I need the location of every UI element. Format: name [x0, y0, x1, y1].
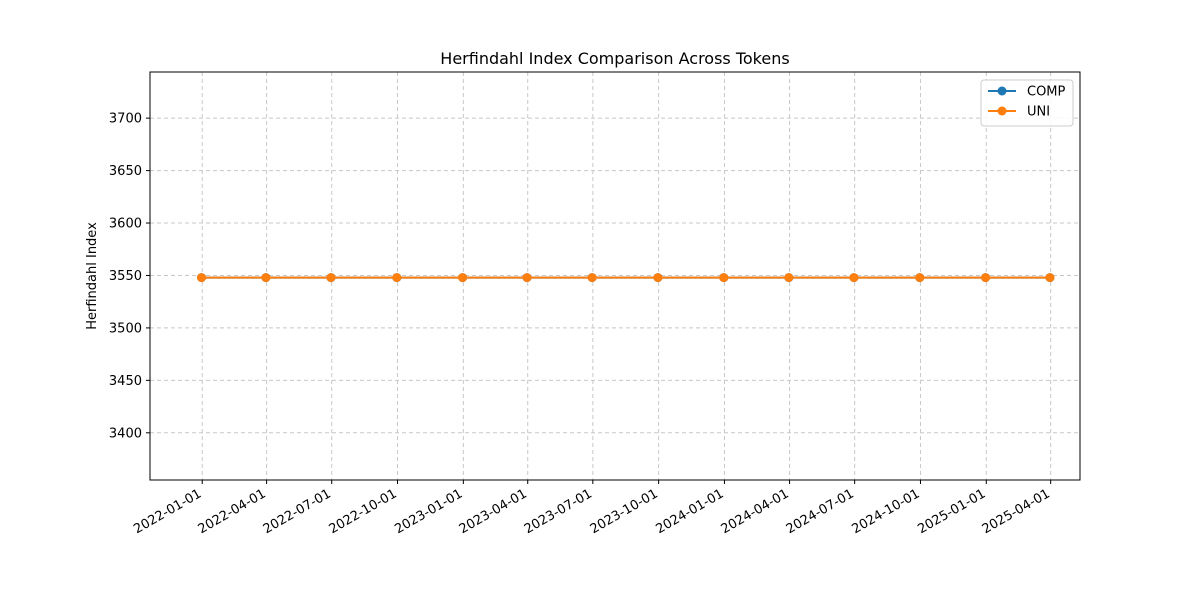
x-axis: 2022-01-012022-04-012022-07-012022-10-01… [131, 480, 1053, 537]
data-point [849, 273, 859, 283]
legend: COMP UNI [980, 79, 1074, 127]
y-tick-label: 3600 [109, 217, 142, 232]
x-tick-label: 2024-10-01 [850, 486, 923, 537]
data-point [719, 273, 729, 283]
data-point [458, 273, 468, 283]
y-axis-label: Herfindahl Index [85, 222, 100, 330]
data-point [653, 273, 663, 283]
data-point [784, 273, 794, 283]
data-point [261, 273, 271, 283]
x-tick-label: 2024-04-01 [719, 486, 792, 537]
y-tick-label: 3550 [109, 269, 142, 284]
chart-title: Herfindahl Index Comparison Across Token… [440, 49, 789, 68]
y-tick-label: 3400 [109, 426, 142, 441]
x-tick-label: 2022-04-01 [196, 486, 269, 537]
x-tick-label: 2022-01-01 [131, 486, 204, 537]
data-point [587, 273, 597, 283]
data-point [392, 273, 402, 283]
x-tick-label: 2023-07-01 [522, 486, 595, 537]
y-axis: 3400 3450 3500 3550 3600 3650 3700 [109, 112, 150, 441]
data-point [981, 273, 991, 283]
legend-label: UNI [1027, 105, 1050, 120]
plot-frame [149, 71, 1081, 481]
x-tick-label: 2024-01-01 [654, 486, 727, 537]
y-tick-label: 3450 [109, 374, 142, 389]
x-tick-label: 2024-07-01 [784, 486, 857, 537]
legend-marker [997, 106, 1007, 116]
data-point [326, 273, 336, 283]
data-point [1045, 273, 1055, 283]
x-tick-label: 2023-10-01 [588, 486, 661, 537]
x-tick-label: 2023-04-01 [457, 486, 530, 537]
y-tick-label: 3700 [109, 112, 142, 127]
data-point [915, 273, 925, 283]
x-tick-label: 2025-04-01 [980, 486, 1053, 537]
x-tick-label: 2025-01-01 [915, 486, 988, 537]
data-point [522, 273, 532, 283]
legend-label: COMP [1027, 85, 1066, 100]
grid [150, 72, 1080, 480]
x-tick-label: 2022-07-01 [261, 486, 334, 537]
data-point [197, 273, 207, 283]
legend-marker [997, 86, 1007, 96]
x-tick-label: 2023-01-01 [392, 486, 465, 537]
y-tick-label: 3500 [109, 321, 142, 336]
series-group [197, 273, 1055, 283]
y-tick-label: 3650 [109, 164, 142, 179]
x-tick-label: 2022-10-01 [327, 486, 400, 537]
